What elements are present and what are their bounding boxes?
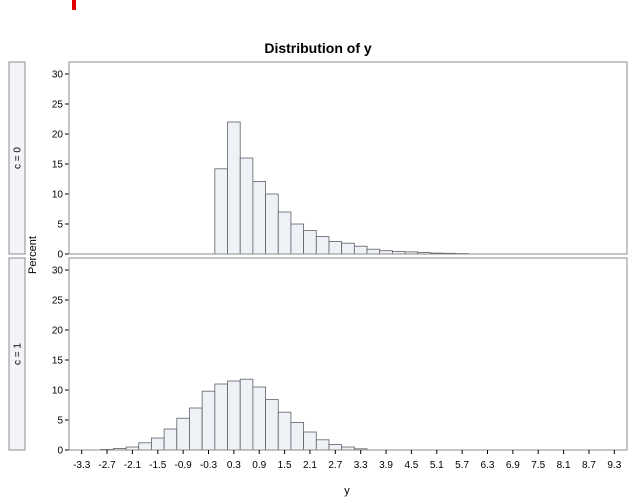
x-tick-label: -2.1: [124, 460, 142, 471]
histogram-bar: [252, 180, 266, 255]
histogram-bar: [303, 431, 317, 451]
y-tick-label: 30: [52, 70, 64, 81]
y-tick-label: 25: [52, 296, 64, 307]
y-tick-label: 15: [52, 160, 64, 171]
x-tick-label: 2.7: [328, 460, 342, 471]
histogram-bar: [366, 248, 381, 255]
panel-strip-label: c = 1: [13, 343, 24, 365]
histogram-bar: [163, 428, 178, 451]
y-tick-label: 10: [52, 190, 64, 201]
y-tick-label: 20: [52, 326, 64, 337]
histogram-bar: [176, 417, 190, 451]
panel-frame: [68, 61, 628, 255]
x-tick-label: -0.9: [175, 460, 193, 471]
histogram-bar: [252, 386, 266, 451]
histogram-bar: [277, 211, 292, 255]
red-marker: [72, 0, 76, 10]
x-tick-label: 4.5: [404, 460, 418, 471]
x-tick-label: -3.3: [73, 460, 91, 471]
x-tick-label: -0.3: [200, 460, 218, 471]
histogram-bar: [189, 407, 203, 451]
x-tick-label: 8.1: [557, 460, 571, 471]
histogram-bar: [341, 242, 355, 255]
histogram-bar: [138, 442, 152, 451]
histogram-bar: [353, 245, 368, 255]
panel-strip: [8, 61, 26, 255]
y-tick-label: 30: [52, 266, 64, 277]
histogram-bar: [303, 230, 317, 255]
y-tick-label: 20: [52, 130, 64, 141]
histogram-bar: [277, 411, 292, 451]
x-tick-label: 6.3: [481, 460, 495, 471]
histogram-bar: [201, 390, 216, 451]
x-tick-label: 0.9: [252, 460, 266, 471]
panel-strip-label: c = 0: [13, 147, 24, 169]
y-tick-label: 15: [52, 356, 64, 367]
x-tick-label: 5.7: [455, 460, 469, 471]
y-axis-label: Percent: [27, 236, 39, 274]
x-tick-label: 3.9: [379, 460, 393, 471]
histogram-bar: [227, 380, 241, 451]
panel-frame: [68, 257, 628, 451]
y-tick-label: 5: [57, 220, 63, 231]
x-tick-label: 1.5: [278, 460, 292, 471]
panel-1: c = 0 0 5 10 15 20 25 30: [8, 61, 628, 261]
x-tick-label: 5.1: [430, 460, 444, 471]
x-tick-label: -1.5: [149, 460, 167, 471]
x-tick-label: 3.3: [354, 460, 368, 471]
x-tick-label: 0.3: [227, 460, 241, 471]
histogram-bar: [239, 378, 254, 451]
histogram-bar: [315, 439, 330, 451]
x-tick-label: 7.5: [531, 460, 545, 471]
histogram-bar: [315, 236, 330, 255]
histogram-bar: [328, 240, 343, 255]
x-tick-label: 9.3: [607, 460, 621, 471]
histogram-bar: [290, 421, 305, 451]
histogram-bar: [214, 168, 228, 255]
x-tick-label: 2.1: [303, 460, 317, 471]
chart-title: Distribution of y: [264, 40, 372, 56]
y-tick-label: 5: [57, 416, 63, 427]
y-tick-label: 0: [57, 250, 63, 261]
histogram-bar: [227, 121, 241, 255]
panel-2: c = 1 0 5 10 15 20 25 30: [8, 257, 628, 457]
histogram-bar: [265, 193, 279, 255]
histogram-bar: [151, 437, 165, 451]
y-tick-label: 10: [52, 386, 64, 397]
y-tick-label: 0: [57, 446, 63, 457]
histogram-bar: [239, 157, 254, 255]
histogram-bar: [290, 223, 305, 255]
x-tick-label: 6.9: [506, 460, 520, 471]
x-tick-label: -2.7: [98, 460, 116, 471]
histogram-bar: [214, 383, 228, 451]
y-tick-label: 25: [52, 100, 64, 111]
panel-strip: [8, 257, 26, 451]
x-tick-label: 8.7: [582, 460, 596, 471]
histogram-bar: [328, 444, 343, 451]
x-axis-label: y: [344, 485, 350, 497]
histogram-bar: [265, 399, 279, 451]
